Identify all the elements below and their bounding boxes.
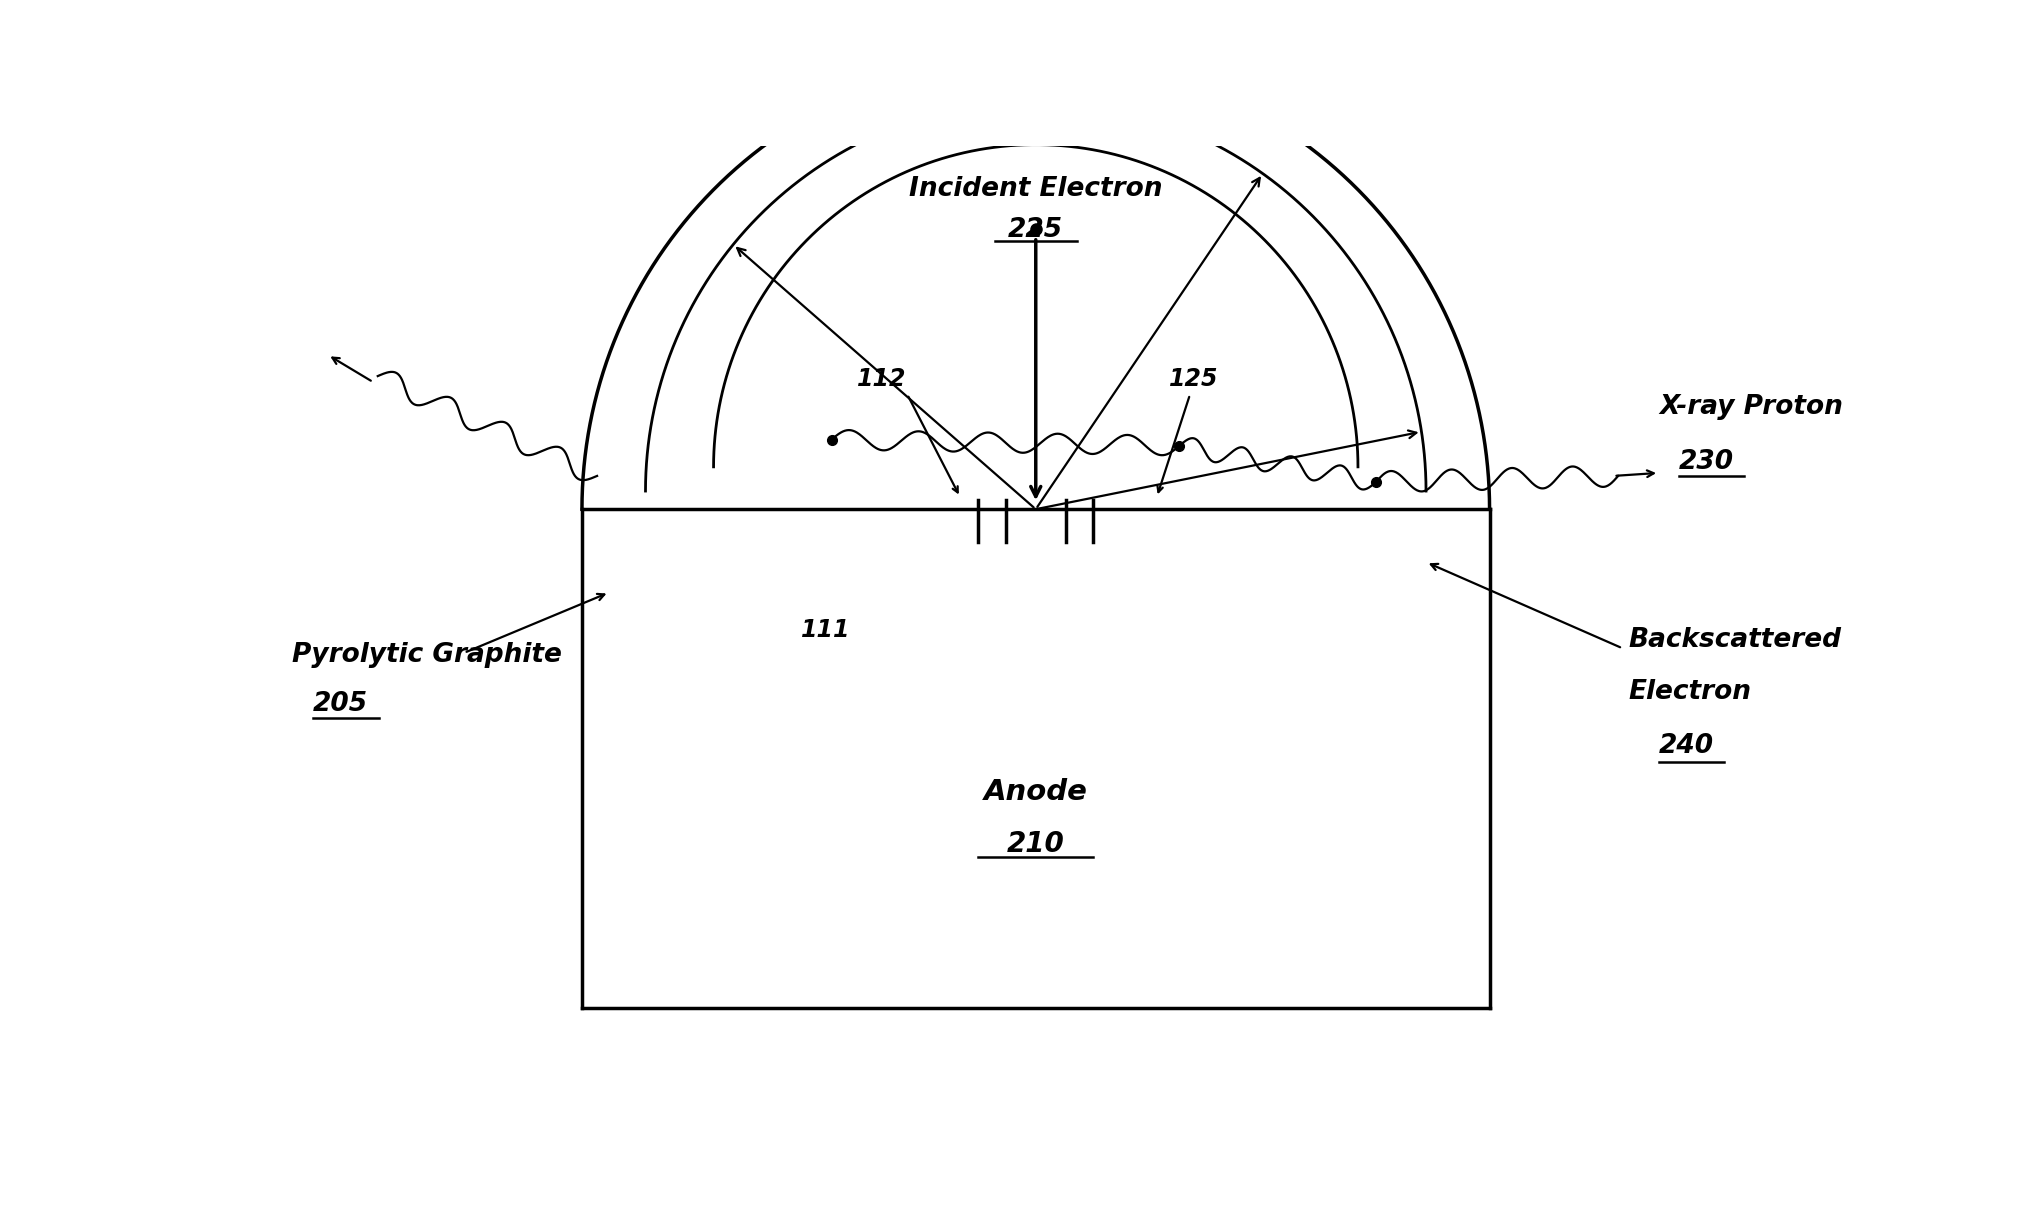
Text: 230: 230 (1679, 448, 1734, 475)
Text: Backscattered: Backscattered (1629, 627, 1841, 653)
Text: Electron: Electron (1629, 678, 1752, 705)
Text: 205: 205 (313, 691, 368, 716)
Text: Pyrolytic Graphite: Pyrolytic Graphite (291, 642, 562, 669)
Text: Anode: Anode (984, 778, 1087, 806)
Text: 112: 112 (857, 367, 907, 391)
Text: 111: 111 (800, 618, 851, 642)
Text: Incident Electron: Incident Electron (909, 177, 1162, 202)
Text: 210: 210 (1006, 829, 1065, 857)
Text: X-ray Proton: X-ray Proton (1659, 395, 1843, 420)
Text: 240: 240 (1659, 733, 1714, 759)
Text: 225: 225 (1008, 217, 1063, 244)
Text: 125: 125 (1168, 367, 1219, 391)
